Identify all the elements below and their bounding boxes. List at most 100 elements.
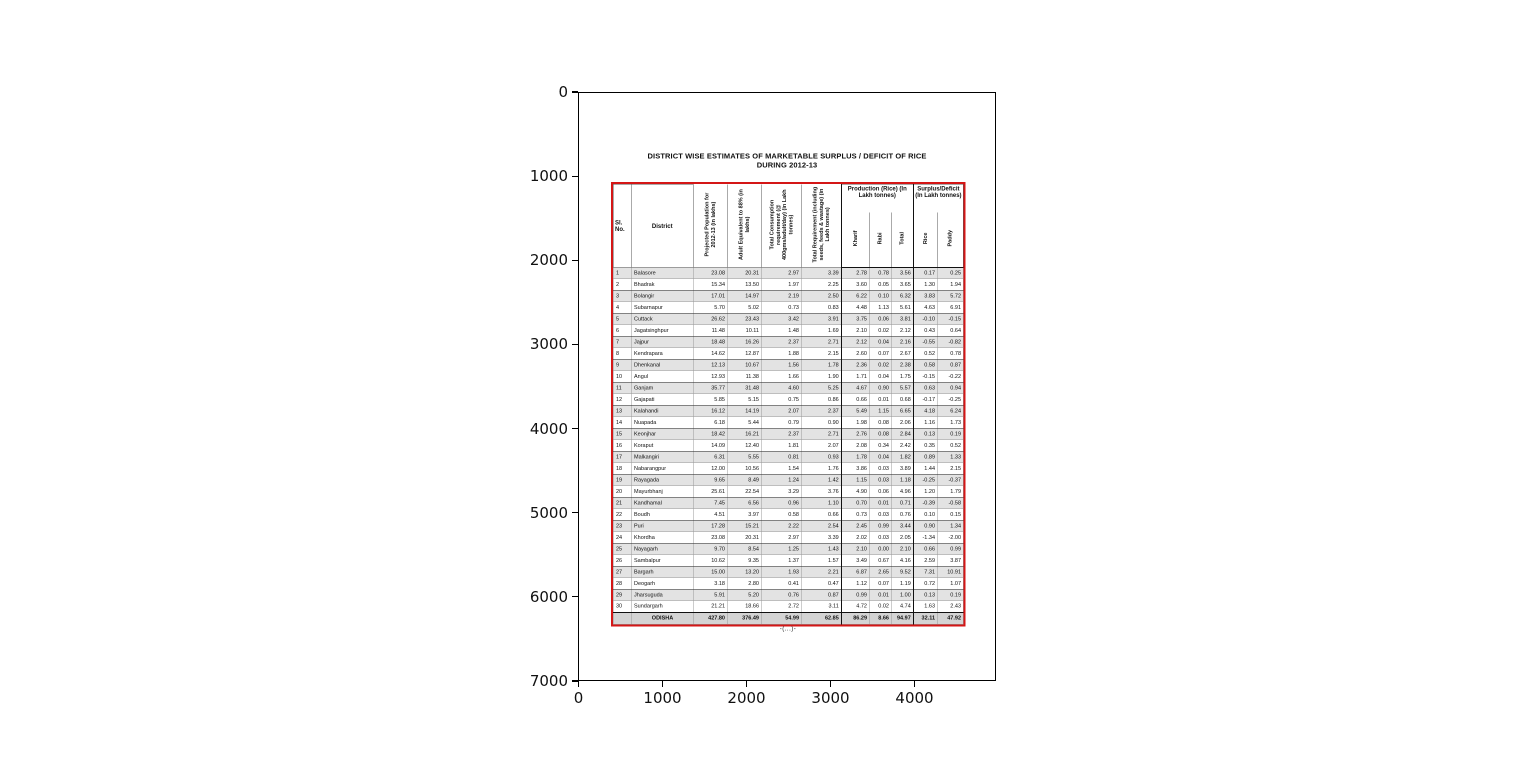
table-cell: 3.89 [890,462,914,475]
table-cell: 0.03 [869,462,892,475]
table-row: 18 Nabarangpur 12.00 10.56 1.54 1.76 3.86 0.03 3… [613,462,964,475]
table-cell: 0.78 [937,347,964,360]
table-cell: 1.88 [761,347,802,360]
table-cell: 0.86 [801,393,842,406]
table-cell: 0.07 [869,347,892,360]
table-cell: 2.54 [801,520,842,532]
table-cell: Jharsuguda [631,589,694,601]
y-tick-mark [572,680,578,682]
table-cell: 1.57 [801,554,842,567]
table-cell: 18.42 [693,428,728,440]
table-cell: 2.71 [801,428,842,440]
table-cell: 21 [613,497,632,509]
table-row: 19 Rayagada 9.65 8.49 1.24 1.42 1.15 0.03 1.18 -0… [613,474,964,486]
y-tick-label: 6000 [529,587,568,606]
table-cell: 15.21 [727,520,762,532]
table-cell: 10.56 [727,462,762,475]
table-cell: 29 [613,589,632,601]
table-cell: 1.19 [890,577,914,590]
x-tick-mark [745,681,748,687]
table-cell: 23 [613,520,632,532]
table-cell: 8 [613,347,632,360]
table-cell: 2.10 [840,543,870,555]
table-cell: 0.00 [869,543,892,555]
table-cell: 2.07 [761,405,802,417]
table-cell: 9.35 [727,554,762,567]
table-cell: 5.25 [801,382,842,394]
table-cell: 8.54 [727,543,762,555]
table-cell: 13 [613,405,632,417]
table-cell: 2.02 [840,531,870,544]
table-cell: 5.91 [693,589,728,601]
table-cell: 1.48 [761,324,802,337]
table-cell: 10.62 [693,554,728,567]
table-row: 7 Jajpur 18.48 16.26 2.37 2.71 2.12 0.04 2.16 -0.… [613,336,964,348]
header-sl-no: Sl. No. [613,184,632,268]
table-cell: 23.08 [693,267,728,279]
table-cell: 9.70 [693,543,728,555]
table-cell: -0.39 [912,497,938,509]
table-cell: 0.83 [801,301,842,314]
table-cell: 12.93 [693,370,728,383]
table-cell: 16.26 [727,336,762,348]
x-tick-mark [661,681,664,687]
table-cell: 0.03 [869,474,892,486]
table-cell: 1.00 [890,589,914,601]
table-cell: 6.65 [890,405,914,417]
table-cell: Angul [631,370,694,383]
table-cell: -0.55 [912,336,938,348]
table-cell: 0.15 [937,508,964,521]
table-row: 26 Sambalpur 10.62 9.35 1.37 1.57 3.49 0.67 4.16… [613,554,964,567]
table-cell: 21.21 [693,600,728,613]
table-cell: 1.78 [801,359,842,371]
table-cell: Nuapada [631,416,694,429]
table-cell: 8.49 [727,474,762,486]
table-cell: 0.73 [761,301,802,314]
table-cell: 4 [613,301,632,314]
table-cell: 3.44 [890,520,914,532]
table-cell: 0.13 [912,428,938,440]
table-body: 1 Balasore 23.08 20.31 2.97 3.39 2.78 0.78 3.56 0… [613,267,964,625]
table-cell: 0.25 [937,267,964,279]
table-cell: 2.59 [912,554,938,567]
table-header: Sl. No. District Projected Population fo… [613,184,964,268]
x-tick-mark [913,681,916,687]
y-tick-label: 0 [558,83,568,101]
table-cell: 2 [613,278,632,291]
table-cell: 5.02 [727,301,762,314]
table-row: 15 Keonjhar 18.42 16.21 2.37 2.71 2.76 0.08 2.84… [613,428,964,440]
table-cell: 5.49 [840,405,870,417]
table-cell: 11.48 [693,324,728,337]
table-cell: 0.01 [869,589,892,601]
table-cell: 2.15 [937,462,964,475]
table-cell: 11 [613,382,632,394]
table-cell: 0.75 [761,393,802,406]
table-cell: Boudh [631,508,694,521]
table-cell: 1.16 [912,416,938,429]
table-cell: 3.39 [801,267,842,279]
table-cell: 6.22 [840,290,870,302]
table-cell: 3.65 [890,278,914,291]
table-cell: Nayagarh [631,543,694,555]
table-cell: -0.25 [937,393,964,406]
table-cell: 10.11 [727,324,762,337]
table-cell: 0.66 [801,508,842,521]
table-cell: 0.68 [890,393,914,406]
table-cell: -0.15 [912,370,938,383]
table-cell: 1.44 [912,462,938,475]
table-row: 20 Mayurbhanj 25.61 22.54 3.29 3.76 4.90 0.06 4.… [613,485,964,498]
table-cell: 0.34 [869,439,892,452]
table-cell: 20 [613,485,632,498]
table-cell: 2.37 [761,336,802,348]
table-cell: 23.43 [727,313,762,325]
table-cell: 17 [613,451,632,463]
y-tick-label: 5000 [529,503,568,522]
table-cell: 0.52 [912,347,938,360]
table-cell: 0.58 [912,359,938,371]
table-cell: 0.71 [890,497,914,509]
table-cell: 1.56 [761,359,802,371]
table-cell: 9 [613,359,632,371]
table-row: 2 Bhadrak 15.34 13.50 1.97 2.25 3.60 0.05 3.65 1.… [613,278,964,291]
table-cell: 17.28 [693,520,728,532]
table-row: 12 Gajapati 5.85 5.15 0.75 0.86 0.66 0.01 0.68 -0… [613,393,964,406]
